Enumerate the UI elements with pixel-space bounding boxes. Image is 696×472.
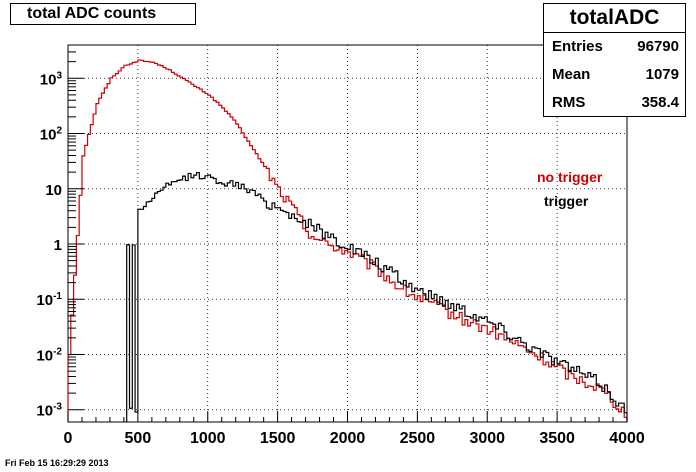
- stats-value: 96790: [637, 38, 679, 55]
- x-tick-label: 1000: [190, 430, 226, 447]
- stats-row-mean: Mean 1079: [544, 61, 685, 89]
- stats-row-entries: Entries 96790: [544, 33, 685, 61]
- stats-value: 1079: [645, 66, 679, 83]
- x-tick-label: 3500: [539, 430, 575, 447]
- stats-label: Mean: [552, 66, 591, 83]
- x-tick-label: 2000: [330, 430, 366, 447]
- y-tick-label: 10-3: [36, 402, 62, 420]
- series-no-trigger: [67, 59, 628, 422]
- axis-ticks: [67, 44, 628, 422]
- x-tick-label: 0: [64, 430, 73, 447]
- x-tick-labels: 0 500 1000 1500 2000 2500 3000 3500 4000: [64, 430, 645, 447]
- stats-box: totalADC Entries 96790 Mean 1079 RMS 358…: [543, 3, 686, 117]
- stats-label: Entries: [552, 38, 603, 55]
- series-trigger: [126, 171, 628, 422]
- y-tick-labels: 10-3 10-2 10-1 1 10 102 103: [36, 70, 62, 419]
- legend-trigger: trigger: [544, 193, 589, 209]
- stats-row-rms: RMS 358.4: [544, 89, 685, 117]
- stats-label: RMS: [552, 94, 586, 111]
- x-tick-label: 1500: [260, 430, 296, 447]
- x-tick-label: 3000: [469, 430, 505, 447]
- y-tick-label: 1: [54, 237, 62, 254]
- x-tick-label: 2500: [400, 430, 436, 447]
- chart-title: total ADC counts: [10, 3, 196, 25]
- timestamp-footer: Fri Feb 15 16:29:29 2013: [5, 458, 109, 468]
- x-tick-label: 500: [125, 430, 152, 447]
- y-tick-label: 102: [40, 126, 63, 144]
- y-tick-label: 103: [40, 70, 63, 88]
- y-tick-label: 10-2: [36, 346, 62, 364]
- x-tick-label: 4000: [609, 430, 645, 447]
- y-tick-label: 10: [45, 182, 62, 199]
- series-layer: [67, 59, 628, 422]
- legend-no-trigger: no trigger: [537, 169, 603, 185]
- stats-value: 358.4: [641, 94, 679, 111]
- stats-title: totalADC: [544, 4, 685, 33]
- y-tick-label: 10-1: [36, 291, 62, 309]
